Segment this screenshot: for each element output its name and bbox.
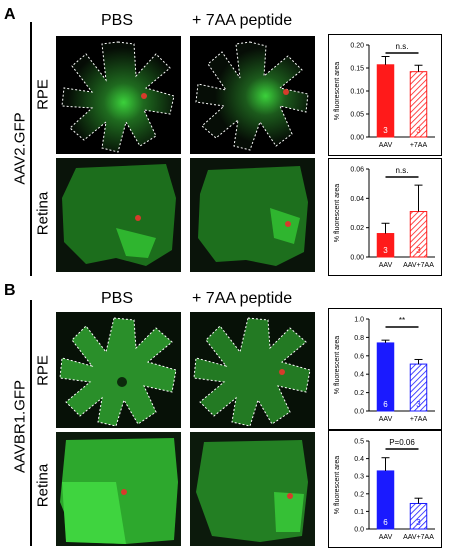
bar-+7AA: [409, 363, 428, 412]
significance-label: n.s.: [396, 42, 409, 51]
image-b-retina-peptide: [190, 432, 315, 546]
significance-label: **: [399, 316, 405, 325]
panel-b-col-title-peptide: + 7AA peptide: [192, 290, 293, 307]
image-a-rpe-pbs: [56, 36, 181, 154]
y-axis-label: % fluorescent area: [334, 184, 341, 242]
y-tick-label: 0.8: [354, 335, 364, 342]
chart-box-a-rpe: 0.00 0.05 0.10 0.15 0.20 % fluorescent area 3 A…: [328, 34, 442, 156]
n-label: 3: [383, 246, 388, 255]
y-tick-label: 0.02: [350, 225, 364, 232]
y-tick-label: 0.04: [350, 196, 364, 203]
category-label: AAV: [379, 262, 393, 269]
y-tick-label: 0.2: [354, 390, 364, 397]
panel-a-col-title-pbs: PBS: [101, 12, 134, 29]
image-b-retina-pbs: [56, 432, 181, 546]
y-axis-label: % fluorescent area: [334, 336, 341, 394]
chart-a-rpe: 0.00 0.05 0.10 0.15 0.20 % fluorescent area 3 A…: [334, 42, 435, 149]
panel-a-divider: [30, 22, 32, 276]
n-label: 6: [383, 518, 388, 527]
n-label: 3: [416, 246, 421, 255]
y-tick-label: 0.00: [350, 255, 364, 262]
panel-a-row-label-retina: Retina: [34, 191, 52, 236]
category-label: AAV: [379, 416, 393, 423]
y-tick-label: 0.5: [354, 439, 364, 446]
panel-b-divider: [30, 300, 32, 546]
y-tick-label: 1.0: [354, 317, 364, 324]
chart-box-b-rpe: 0.0 0.2 0.4 0.6 0.8 1.0 % fluorescent area 6 AAV…: [328, 308, 442, 430]
y-tick-label: 0.3: [354, 474, 364, 481]
category-label: +7AA: [410, 142, 428, 149]
y-tick-label: 0.15: [350, 66, 364, 73]
image-a-retina-pbs: [56, 158, 181, 272]
n-label: 3: [416, 400, 421, 409]
image-b-rpe-peptide: [190, 312, 315, 428]
category-label: AAV+7AA: [403, 262, 434, 269]
y-tick-label: 0.2: [354, 491, 364, 498]
panel-b-col-title-pbs: PBS: [101, 290, 134, 307]
category-label: AAV+7AA: [403, 534, 434, 541]
y-tick-label: 0.4: [354, 456, 364, 463]
panel-b-row-label-rpe: RPE: [34, 355, 52, 386]
category-label: AAV: [379, 142, 393, 149]
panel-b-group-label: AAVBR1.GFP: [11, 379, 29, 474]
chart-b-rpe: 0.0 0.2 0.4 0.6 0.8 1.0 % fluorescent area 6 AAV…: [334, 316, 435, 423]
significance-label: n.s.: [396, 166, 409, 175]
y-axis-label: % fluorescent area: [334, 456, 341, 514]
y-tick-label: 0.0: [354, 409, 364, 416]
category-label: +7AA: [410, 416, 428, 423]
y-tick-label: 0.6: [354, 353, 364, 360]
panel-b-row-label-retina: Retina: [34, 463, 52, 508]
category-label: AAV: [379, 534, 393, 541]
y-tick-label: 0.05: [350, 112, 364, 119]
y-tick-label: 0.20: [350, 43, 364, 50]
n-label: 6: [383, 400, 388, 409]
y-tick-label: 0.4: [354, 372, 364, 379]
significance-label: P=0.06: [389, 438, 415, 447]
chart-box-a-retina: 0.00 0.02 0.04 0.06 % fluorescent area 3 AAV 3 A…: [328, 158, 442, 276]
y-axis-label: % fluorescent area: [334, 62, 341, 120]
bar-AAV+7AA: [409, 502, 428, 530]
chart-b-retina: 0.0 0.1 0.2 0.3 0.4 0.5 % fluorescent area 6 AAV…: [334, 438, 435, 541]
image-a-rpe-peptide: [190, 36, 315, 154]
y-tick-label: 0.00: [350, 135, 364, 142]
panel-a-group-label: AAV2.GFP: [11, 112, 29, 185]
n-label: 3: [416, 518, 421, 527]
n-label: 3: [383, 126, 388, 135]
image-b-rpe-pbs: [56, 312, 181, 428]
y-tick-label: 0.1: [354, 509, 364, 516]
y-tick-label: 0.06: [350, 167, 364, 174]
panel-b-letter: B: [4, 282, 16, 299]
panel-a-row-label-rpe: RPE: [34, 79, 52, 110]
n-label: 3: [416, 126, 421, 135]
image-a-retina-peptide: [190, 158, 315, 272]
panel-a-col-title-peptide: + 7AA peptide: [192, 12, 293, 29]
y-tick-label: 0.0: [354, 527, 364, 534]
chart-a-retina: 0.00 0.02 0.04 0.06 % fluorescent area 3 AAV 3 A…: [334, 166, 435, 269]
y-tick-label: 0.10: [350, 89, 364, 96]
panel-a-letter: A: [4, 6, 16, 23]
chart-box-b-retina: 0.0 0.1 0.2 0.3 0.4 0.5 % fluorescent area 6 AAV…: [328, 430, 442, 548]
